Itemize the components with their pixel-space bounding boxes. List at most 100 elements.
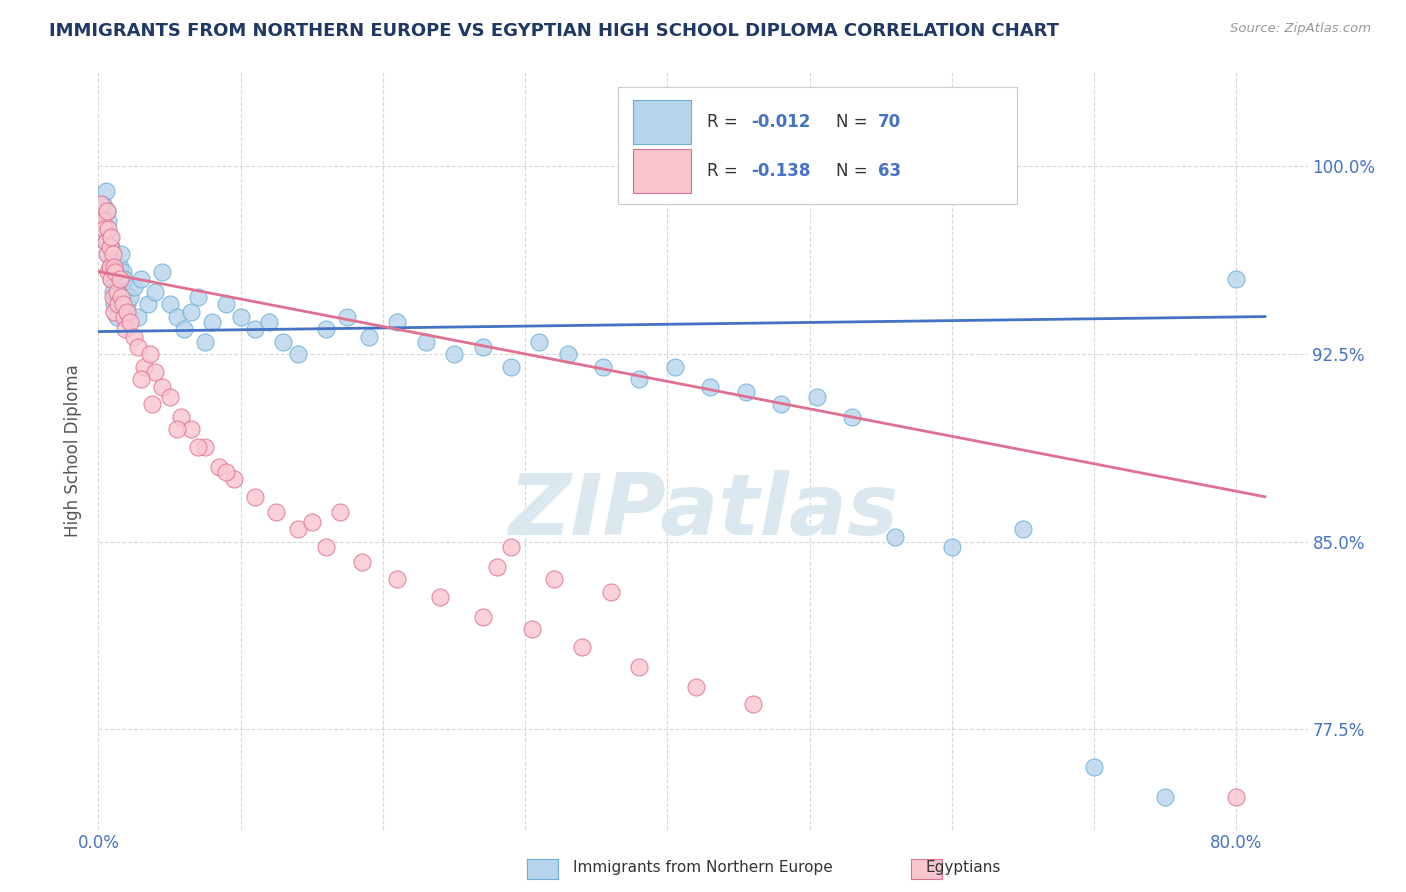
- Point: [471, 340, 494, 354]
- Point: [1225, 272, 1247, 286]
- Point: [91, 197, 114, 211]
- Point: [100, 272, 122, 286]
- Point: [101, 285, 124, 299]
- Point: [522, 623, 544, 637]
- Point: [111, 264, 134, 278]
- Point: [112, 310, 135, 324]
- Text: 63: 63: [879, 162, 901, 180]
- Point: [734, 384, 756, 399]
- Point: [699, 379, 721, 393]
- Point: [170, 409, 193, 424]
- Point: [104, 272, 127, 286]
- Point: [770, 397, 793, 411]
- Point: [215, 297, 238, 311]
- Point: [159, 390, 181, 404]
- Point: [173, 322, 195, 336]
- Point: [143, 285, 166, 299]
- Point: [93, 222, 115, 236]
- Point: [1012, 522, 1035, 536]
- Point: [122, 279, 145, 293]
- Point: [104, 264, 127, 278]
- FancyBboxPatch shape: [633, 100, 690, 145]
- Point: [941, 540, 963, 554]
- Point: [114, 322, 136, 336]
- Point: [110, 247, 132, 261]
- Point: [806, 390, 828, 404]
- Point: [103, 297, 125, 311]
- Point: [101, 254, 124, 268]
- Point: [180, 422, 202, 436]
- Point: [97, 222, 120, 236]
- Point: [357, 329, 380, 343]
- Point: [884, 530, 907, 544]
- Point: [101, 247, 124, 261]
- Point: [100, 229, 122, 244]
- Point: [94, 235, 117, 249]
- Point: [105, 289, 128, 303]
- Point: [499, 359, 522, 374]
- Point: [118, 289, 141, 303]
- Point: [557, 347, 579, 361]
- Point: [97, 247, 120, 261]
- Point: [98, 239, 121, 253]
- Y-axis label: High School Diploma: High School Diploma: [65, 364, 83, 537]
- Point: [93, 222, 115, 236]
- Point: [96, 204, 118, 219]
- Point: [103, 264, 125, 278]
- Point: [129, 272, 152, 286]
- Text: -0.012: -0.012: [751, 113, 811, 131]
- Point: [152, 379, 174, 393]
- Text: Source: ZipAtlas.com: Source: ZipAtlas.com: [1230, 22, 1371, 36]
- Point: [599, 584, 621, 599]
- Point: [264, 505, 287, 519]
- Point: [208, 459, 231, 474]
- Text: R =: R =: [707, 113, 742, 131]
- Point: [194, 440, 217, 454]
- Text: -0.138: -0.138: [751, 162, 811, 180]
- Point: [166, 422, 188, 436]
- Point: [129, 372, 152, 386]
- Point: [627, 372, 650, 386]
- Point: [107, 279, 129, 293]
- Point: [222, 472, 245, 486]
- Point: [485, 559, 508, 574]
- Point: [257, 315, 280, 329]
- Point: [429, 590, 451, 604]
- Point: [114, 285, 136, 299]
- Point: [180, 304, 202, 318]
- Point: [1154, 790, 1177, 805]
- Point: [96, 204, 118, 219]
- Point: [315, 322, 337, 336]
- Point: [103, 260, 125, 274]
- Point: [229, 310, 252, 324]
- Point: [159, 297, 181, 311]
- Point: [132, 359, 155, 374]
- Point: [166, 310, 188, 324]
- Text: Egyptians: Egyptians: [925, 860, 1001, 874]
- Point: [187, 440, 209, 454]
- Point: [108, 260, 131, 274]
- Point: [90, 197, 112, 211]
- Point: [499, 540, 522, 554]
- Point: [152, 264, 174, 278]
- Point: [98, 229, 121, 244]
- Point: [115, 304, 138, 318]
- FancyBboxPatch shape: [619, 87, 1018, 204]
- Point: [287, 522, 309, 536]
- Text: ZIPatlas: ZIPatlas: [508, 469, 898, 553]
- Point: [115, 297, 138, 311]
- Point: [315, 540, 337, 554]
- Point: [141, 397, 163, 411]
- Point: [143, 365, 166, 379]
- Point: [101, 289, 124, 303]
- Point: [97, 264, 120, 278]
- Point: [741, 698, 763, 712]
- Point: [98, 260, 121, 274]
- Point: [138, 347, 160, 361]
- Point: [122, 329, 145, 343]
- Text: Immigrants from Northern Europe: Immigrants from Northern Europe: [574, 860, 832, 874]
- Point: [301, 515, 323, 529]
- Point: [105, 310, 128, 324]
- Point: [571, 640, 593, 654]
- Point: [287, 347, 309, 361]
